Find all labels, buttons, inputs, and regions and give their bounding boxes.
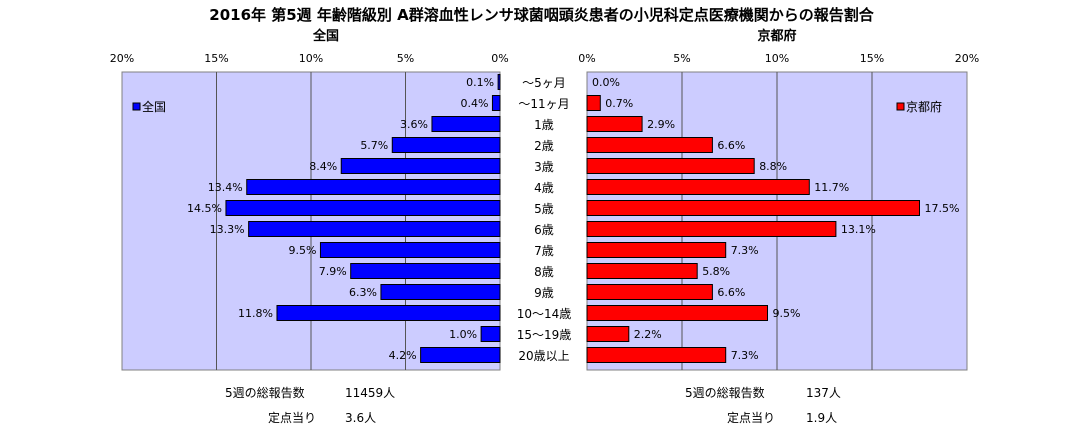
age-category-label: 〜11ヶ月 [518, 97, 569, 111]
kyoto-tick-label: 10% [765, 52, 789, 65]
national-bar [491, 95, 501, 111]
national-bar [431, 116, 501, 132]
national-value-label: 3.6% [400, 118, 428, 131]
age-category-label: 4歳 [534, 181, 554, 195]
national-tick-label: 20% [110, 52, 134, 65]
kyoto-bar [586, 347, 727, 363]
national-value-label: 0.1% [466, 76, 494, 89]
kyoto-bar [586, 305, 768, 321]
age-category-label: 9歳 [534, 286, 554, 300]
national-value-label: 13.3% [210, 223, 245, 236]
national-value-label: 5.7% [360, 139, 388, 152]
kyoto-tick-label: 20% [955, 52, 979, 65]
age-category-label: 8歳 [534, 265, 554, 279]
age-category-label: 15〜19歳 [517, 328, 572, 342]
kyoto-bar [586, 137, 713, 153]
national-per-label: 定点当り [268, 411, 317, 425]
kyoto-total-label: 5週の総報告数 [685, 386, 765, 400]
national-bar [350, 263, 501, 279]
kyoto-panel-title: 京都府 [757, 28, 796, 44]
kyoto-value-label: 6.6% [717, 139, 745, 152]
national-bar [480, 326, 501, 342]
national-bar [340, 158, 501, 174]
kyoto-bar [586, 221, 837, 237]
national-value-label: 11.8% [238, 307, 273, 320]
national-tick-label: 0% [491, 52, 508, 65]
kyoto-value-label: 0.0% [592, 76, 620, 89]
kyoto-value-label: 2.9% [647, 118, 675, 131]
kyoto-value-label: 13.1% [841, 223, 876, 236]
national-value-label: 14.5% [187, 202, 222, 215]
national-panel: 20% 15% 10% 5% 0% 全国 0.1% 0.4% 3.6% 5.7% 8.4% 13.4%… [110, 28, 509, 371]
national-legend-swatch [132, 102, 141, 111]
national-bar [276, 305, 501, 321]
national-total-value: 11459人 [345, 386, 396, 400]
kyoto-value-label: 0.7% [605, 97, 633, 110]
national-value-label: 7.9% [319, 265, 347, 278]
kyoto-value-label: 8.8% [759, 160, 787, 173]
kyoto-panel: 0% 5% 10% 15% 20% 京都府 0.0% 0.7% 2.9% 6.6% 8.8% 11.7… [578, 28, 979, 371]
national-bar [497, 74, 501, 90]
national-value-label: 1.0% [449, 328, 477, 341]
national-value-label: 13.4% [208, 181, 243, 194]
kyoto-value-label: 5.8% [702, 265, 730, 278]
kyoto-value-label: 2.2% [634, 328, 662, 341]
age-category-label: 〜5ヶ月 [522, 76, 566, 90]
national-bar [420, 347, 501, 363]
national-bar [319, 242, 501, 258]
kyoto-tick-label: 15% [860, 52, 884, 65]
national-value-label: 8.4% [309, 160, 337, 173]
kyoto-bar [586, 116, 643, 132]
national-per-value: 3.6人 [345, 411, 377, 425]
kyoto-value-label: 7.3% [731, 349, 759, 362]
kyoto-value-label: 11.7% [814, 181, 849, 194]
age-category-label: 3歳 [534, 160, 554, 174]
age-category-label: 7歳 [534, 244, 554, 258]
national-bar [248, 221, 501, 237]
national-tick-label: 15% [204, 52, 228, 65]
kyoto-bar [586, 95, 601, 111]
kyoto-legend-swatch [896, 102, 905, 111]
national-value-label: 9.5% [288, 244, 316, 257]
national-bar [380, 284, 501, 300]
kyoto-bar [586, 242, 727, 258]
kyoto-tick-label: 0% [578, 52, 595, 65]
kyoto-tick-label: 5% [673, 52, 690, 65]
kyoto-bar [586, 284, 713, 300]
national-panel-title: 全国 [312, 28, 339, 44]
age-category-labels: 〜5ヶ月〜11ヶ月 1歳 2歳 3歳 4歳 5歳 6歳 7歳 8歳 9歳 10〜14歳 15〜19歳 2… [517, 76, 572, 363]
age-category-label: 10〜14歳 [517, 307, 572, 321]
kyoto-value-label: 17.5% [925, 202, 960, 215]
national-bar [391, 137, 501, 153]
kyoto-bar [586, 200, 920, 216]
national-value-label: 0.4% [460, 97, 488, 110]
kyoto-legend-label: 京都府 [906, 99, 942, 114]
kyoto-bar [586, 179, 810, 195]
national-tick-label: 10% [299, 52, 323, 65]
kyoto-bar [586, 263, 698, 279]
national-bar [246, 179, 501, 195]
kyoto-value-label: 7.3% [731, 244, 759, 257]
kyoto-value-label: 9.5% [773, 307, 801, 320]
national-bar [225, 200, 501, 216]
kyoto-per-value: 1.9人 [806, 411, 838, 425]
age-category-label: 2歳 [534, 139, 554, 153]
national-legend-label: 全国 [142, 99, 166, 114]
age-category-label: 20歳以上 [518, 349, 569, 363]
kyoto-per-label: 定点当り [727, 411, 776, 425]
national-total-label: 5週の総報告数 [225, 386, 305, 400]
chart-title: 2016年 第5週 年齢階級別 A群溶血性レンサ球菌咽頭炎患者の小児科定点医療機… [209, 6, 874, 24]
kyoto-bar [586, 326, 630, 342]
kyoto-bar [586, 158, 755, 174]
age-category-label: 6歳 [534, 223, 554, 237]
age-category-label: 1歳 [534, 118, 554, 132]
national-value-label: 4.2% [389, 349, 417, 362]
kyoto-total-value: 137人 [806, 386, 841, 400]
national-tick-label: 5% [397, 52, 414, 65]
kyoto-value-label: 6.6% [717, 286, 745, 299]
age-category-label: 5歳 [534, 202, 554, 216]
national-value-label: 6.3% [349, 286, 377, 299]
